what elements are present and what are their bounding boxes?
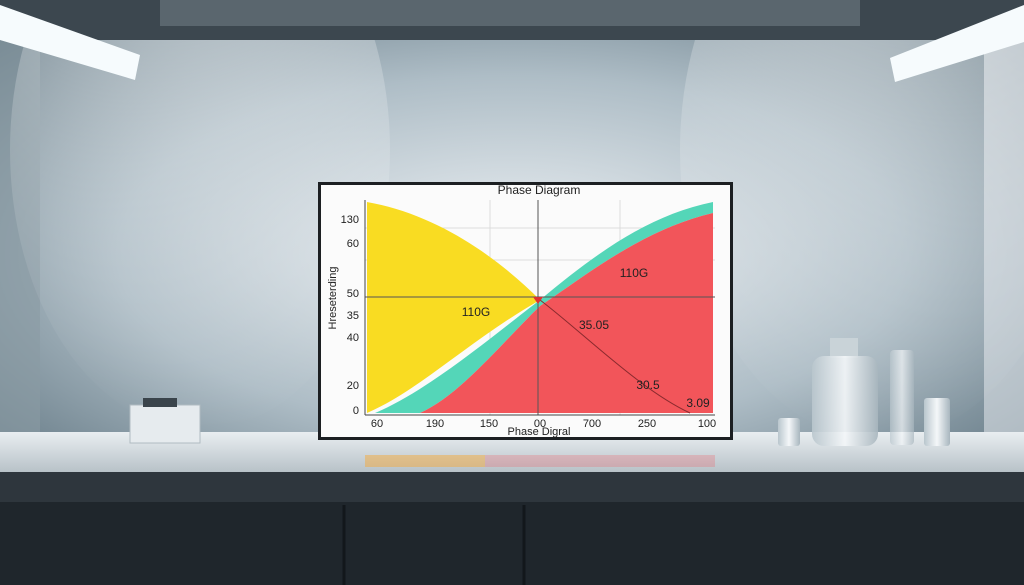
device xyxy=(129,404,201,444)
x-label: 00 xyxy=(534,418,546,430)
y-label: 35 xyxy=(347,310,359,322)
x-label: 100 xyxy=(698,418,716,430)
reflection xyxy=(365,455,485,467)
y-label: 0 xyxy=(353,405,359,417)
ceiling-light xyxy=(0,5,140,80)
plot xyxy=(364,200,715,416)
annotation: 110G xyxy=(462,305,490,319)
device-top xyxy=(143,398,177,407)
counter-edge xyxy=(0,472,1024,502)
y-label: 60 xyxy=(347,238,359,250)
red-region xyxy=(420,213,713,413)
y-label: 20 xyxy=(347,380,359,392)
annotation: 35.05 xyxy=(579,318,609,332)
y-label: 130 xyxy=(341,214,359,226)
light-spot xyxy=(10,0,390,430)
bottle xyxy=(812,356,878,446)
y-axis-label: Hreseterding xyxy=(327,267,339,330)
x-label: 250 xyxy=(638,418,656,430)
cabinet xyxy=(0,502,1024,585)
bottle-cap xyxy=(830,338,858,358)
light-spot xyxy=(680,0,1024,440)
ceiling-light xyxy=(890,5,1024,82)
reflection xyxy=(365,455,715,467)
x-label: 150 xyxy=(480,418,498,430)
x-label: 700 xyxy=(583,418,601,430)
triple-point xyxy=(533,297,543,304)
x-labels: 60 190 150 00 700 250 100 xyxy=(371,418,716,430)
jar xyxy=(924,398,950,446)
annotation: 3.09 xyxy=(686,396,710,410)
ceiling-vent xyxy=(160,0,860,26)
annotations: 110G 110G 35.05 30.5 3.09 xyxy=(462,266,710,410)
teal-region xyxy=(375,202,713,413)
x-label: 190 xyxy=(426,418,444,430)
y-labels: 130 60 50 35 40 20 0 xyxy=(341,214,359,417)
yellow-region xyxy=(367,202,540,413)
x-label: 60 xyxy=(371,418,383,430)
x-axis-label: Phase Digral xyxy=(508,426,571,438)
glass-tube xyxy=(890,350,914,445)
boundary-line xyxy=(539,299,691,414)
annotation: 30.5 xyxy=(636,378,660,392)
y-label: 50 xyxy=(347,288,359,300)
y-label: 40 xyxy=(347,332,359,344)
board-title: Phase Diagram xyxy=(498,183,581,197)
vial xyxy=(778,418,800,446)
annotation: 110G xyxy=(620,266,648,280)
